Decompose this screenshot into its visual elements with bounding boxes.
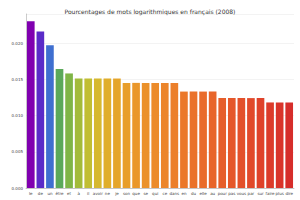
svg-text:être: être	[55, 191, 64, 196]
svg-text:avoir: avoir	[93, 191, 103, 196]
svg-text:sur: sur	[257, 191, 264, 196]
svg-text:Pourcentages de mots logarithm: Pourcentages de mots logarithmiques en f…	[65, 8, 236, 16]
svg-text:vous: vous	[237, 191, 246, 196]
svg-text:dans: dans	[170, 191, 180, 196]
svg-text:que: que	[132, 191, 140, 196]
svg-text:0.005: 0.005	[12, 149, 24, 154]
svg-text:en: en	[181, 191, 186, 196]
svg-text:et: et	[67, 191, 71, 196]
svg-text:0.010: 0.010	[12, 113, 24, 118]
svg-text:elle: elle	[199, 191, 207, 196]
svg-text:pas: pas	[228, 191, 235, 196]
svg-text:dire: dire	[285, 191, 293, 196]
svg-text:de: de	[38, 191, 44, 196]
svg-text:son: son	[123, 191, 131, 196]
svg-text:ne: ne	[105, 191, 111, 196]
svg-text:au: au	[210, 191, 215, 196]
svg-text:par: par	[248, 191, 255, 196]
svg-text:pour: pour	[218, 191, 228, 196]
svg-text:du: du	[191, 191, 197, 196]
svg-text:qui: qui	[152, 191, 158, 196]
svg-text:0.020: 0.020	[12, 41, 24, 46]
svg-text:plus: plus	[276, 191, 284, 196]
svg-text:le: le	[29, 191, 33, 196]
svg-text:0.015: 0.015	[12, 77, 24, 82]
svg-text:faire: faire	[266, 191, 276, 196]
svg-text:0.000: 0.000	[12, 186, 24, 191]
svg-text:un: un	[47, 191, 53, 196]
svg-text:il: il	[87, 191, 89, 196]
svg-text:se: se	[143, 191, 148, 196]
svg-text:à: à	[77, 191, 80, 196]
svg-text:je: je	[114, 191, 119, 196]
svg-text:ce: ce	[162, 191, 167, 196]
